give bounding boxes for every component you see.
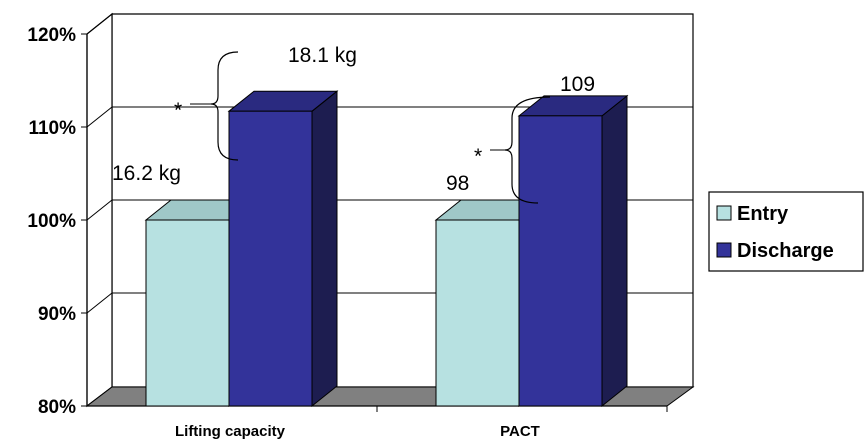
annotation-lifting-discharge: 18.1 kg (288, 44, 357, 67)
bar-entry-1 (435, 219, 520, 407)
category-label-pact: PACT (500, 423, 540, 440)
legend-box (708, 191, 864, 272)
legend-swatch-discharge (716, 242, 732, 258)
significance-star-pact: * (474, 145, 482, 168)
significance-star-lifting: * (174, 99, 182, 122)
y-tick-label-1: 90% (38, 304, 76, 325)
bar-side-discharge-1 (601, 94, 628, 408)
legend: Entry Discharge (708, 191, 864, 272)
bars (144, 90, 629, 408)
gridline-diagonal-1 (86, 292, 113, 314)
annotation-pact-discharge: 109 (560, 73, 595, 96)
gridline-diagonal-4 (86, 13, 113, 35)
annotation-pact-entry: 98 (446, 172, 469, 195)
legend-label-entry: Entry (737, 203, 789, 225)
bar-entry-0 (145, 219, 230, 407)
bar-discharge-0 (228, 110, 313, 407)
y-tick-label-3: 110% (28, 118, 76, 139)
y-tick-label-2: 100% (27, 211, 76, 232)
bar-side-discharge-0 (311, 90, 338, 408)
annotation-lifting-entry: 16.2 kg (112, 162, 181, 185)
y-axis-ticks: 80% 90% 100% 110% 120% (27, 25, 87, 418)
y-tick-label-0: 80% (38, 397, 76, 418)
bar-discharge-1 (518, 115, 603, 407)
category-label-lifting-capacity: Lifting capacity (175, 423, 286, 440)
gridline-diagonal-3 (86, 106, 113, 128)
gridline-diagonal-2 (86, 199, 113, 221)
legend-swatch-entry (716, 205, 732, 221)
y-tick-label-4: 120% (27, 25, 76, 46)
legend-label-discharge: Discharge (737, 240, 834, 262)
